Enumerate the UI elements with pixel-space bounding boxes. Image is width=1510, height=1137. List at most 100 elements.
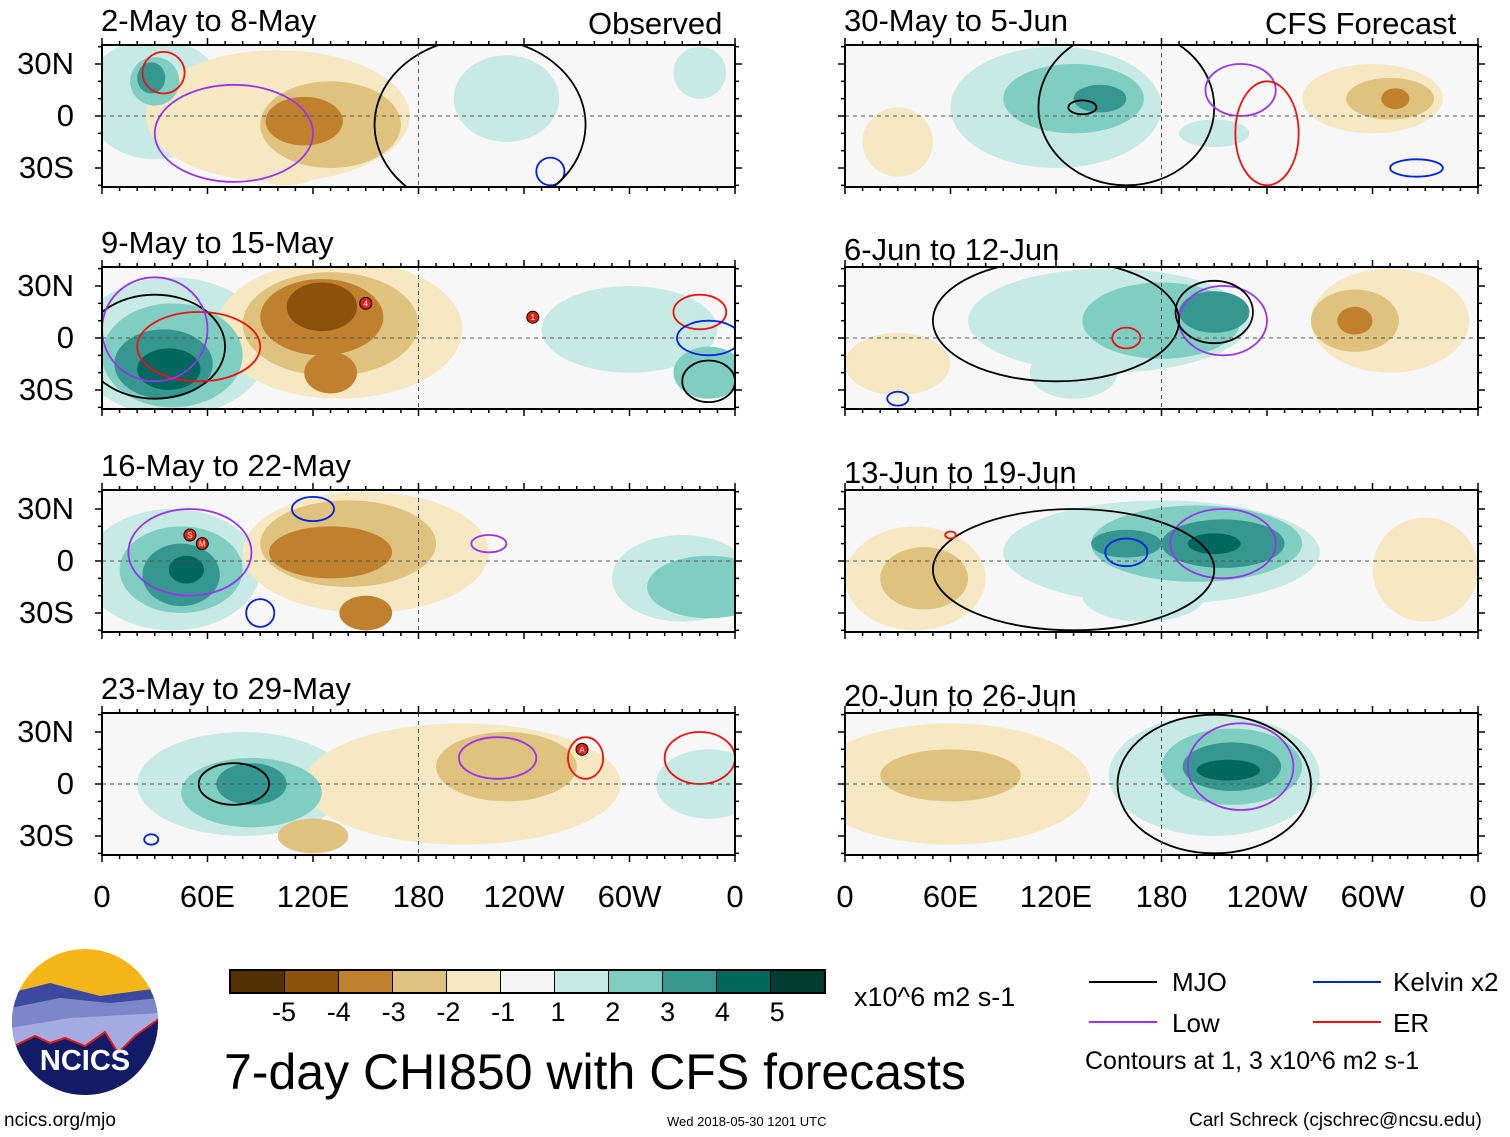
anomaly-region <box>1179 119 1250 148</box>
lat-label: 30S <box>18 150 74 185</box>
er-contour <box>136 311 262 383</box>
mjo-contour <box>102 293 226 400</box>
er-legend-label: ER <box>1393 1008 1430 1038</box>
colorbar-swatch <box>285 971 339 992</box>
colorbar-label: -4 <box>326 997 351 1027</box>
anomaly-region <box>453 55 560 142</box>
colorbar-label: 4 <box>714 997 730 1027</box>
svg-text:4: 4 <box>364 299 369 308</box>
lon-label: 0 <box>1469 879 1487 914</box>
low-contour <box>102 276 209 383</box>
map-panel: 41 <box>95 260 742 416</box>
colorbar-label: 5 <box>769 997 785 1027</box>
colorbar-label: -3 <box>381 997 406 1027</box>
credit: Carl Schreck (cjschrec@ncsu.edu) <box>1189 1110 1482 1131</box>
anomaly-region <box>1073 84 1127 113</box>
lat-label: 0 <box>56 543 74 578</box>
mjo-contour <box>681 359 735 404</box>
low-contour <box>470 534 508 554</box>
er-legend-line <box>1313 1021 1381 1023</box>
anomaly-region <box>1337 306 1373 335</box>
anomaly-region <box>1381 88 1410 110</box>
colorbar-label: 1 <box>550 997 566 1027</box>
anomaly-region <box>1372 517 1478 622</box>
colorbar-swatch <box>663 971 717 992</box>
colorbar-swatch <box>717 971 771 992</box>
colorbar-swatch <box>771 971 824 992</box>
mjo-legend-line <box>1089 981 1157 983</box>
site-url[interactable]: ncics.org/mjo <box>4 1110 116 1131</box>
lon-label: 0 <box>726 879 744 914</box>
mjo-contour <box>373 45 587 187</box>
low-contour <box>1186 722 1295 811</box>
storm-marker: M <box>195 537 209 551</box>
anomaly-region <box>339 595 393 631</box>
panel-title: 6-Jun to 12-Jun <box>844 232 1060 267</box>
er-contour <box>567 736 605 780</box>
kelvin-legend-label: Kelvin x2 <box>1393 967 1499 997</box>
svg-text:M: M <box>199 540 206 549</box>
lat-label: 30S <box>18 595 74 630</box>
anomaly-region <box>862 107 933 177</box>
panel-title: 2-May to 8-May <box>101 3 317 38</box>
lon-label: 180 <box>392 879 445 914</box>
lon-label: 0 <box>93 879 111 914</box>
lat-label: 30N <box>17 491 74 526</box>
storm-marker: 4 <box>359 296 373 310</box>
lat-label: 30N <box>17 46 74 81</box>
colorbar-units: x10^6 m2 s-1 <box>854 982 1016 1012</box>
lat-label: 0 <box>56 98 74 133</box>
anomaly-region <box>286 282 357 332</box>
anomaly-region <box>1091 529 1162 558</box>
anomaly-region <box>277 818 349 854</box>
forecast-header: CFS Forecast <box>1265 6 1457 41</box>
mjo-contour <box>1067 99 1098 116</box>
kelvin-contour <box>1104 537 1149 568</box>
low-legend-line <box>1089 1021 1157 1023</box>
map-panel <box>838 38 1485 194</box>
anomaly-region <box>436 732 577 802</box>
anomaly-region <box>137 348 201 390</box>
anomaly-region <box>1082 569 1206 622</box>
observed-header: Observed <box>588 6 723 41</box>
panel-title: 13-Jun to 19-Jun <box>844 455 1077 490</box>
lon-label: 120W <box>1226 879 1308 914</box>
mjo-contour <box>1174 279 1254 345</box>
low-contour <box>153 83 314 183</box>
figure-title: 7-day CHI850 with CFS forecasts <box>224 1044 966 1100</box>
low-contour <box>127 508 253 597</box>
colorbar-swatch <box>393 971 447 992</box>
svg-text:A: A <box>579 745 585 754</box>
er-contour <box>944 530 957 540</box>
kelvin-contour <box>886 390 910 407</box>
contour-note: Contours at 1, 3 x10^6 m2 s-1 <box>1085 1047 1420 1075</box>
colorbar-swatch <box>555 971 609 992</box>
anomaly-region <box>265 96 343 146</box>
colorbar-label: 3 <box>660 997 676 1027</box>
low-legend-label: Low <box>1172 1008 1220 1038</box>
lon-label: 60W <box>597 879 662 914</box>
anomaly-region <box>269 526 393 579</box>
colorbar-swatch <box>609 971 663 992</box>
lon-label: 60E <box>922 879 979 914</box>
anomaly-region <box>880 749 1021 802</box>
storm-marker: S <box>183 528 197 542</box>
map-panel <box>838 260 1485 416</box>
er-contour <box>672 293 728 331</box>
storm-marker: 1 <box>526 310 540 324</box>
colorbar-swatch <box>339 971 393 992</box>
colorbar-label: -1 <box>491 997 516 1027</box>
lon-label: 0 <box>836 879 854 914</box>
lat-label: 30N <box>17 714 74 749</box>
anomaly-region <box>1029 346 1118 399</box>
lon-label: 180 <box>1135 879 1188 914</box>
colorbar-swatch <box>231 971 285 992</box>
map-panel <box>838 706 1485 862</box>
map-panel <box>838 483 1485 639</box>
anomaly-region <box>647 555 735 619</box>
anomaly-region <box>1196 759 1260 781</box>
kelvin-legend-line <box>1313 981 1381 983</box>
storm-marker: A <box>575 742 589 756</box>
panel-title: 23-May to 29-May <box>101 671 351 706</box>
colorbar-swatch <box>447 971 501 992</box>
